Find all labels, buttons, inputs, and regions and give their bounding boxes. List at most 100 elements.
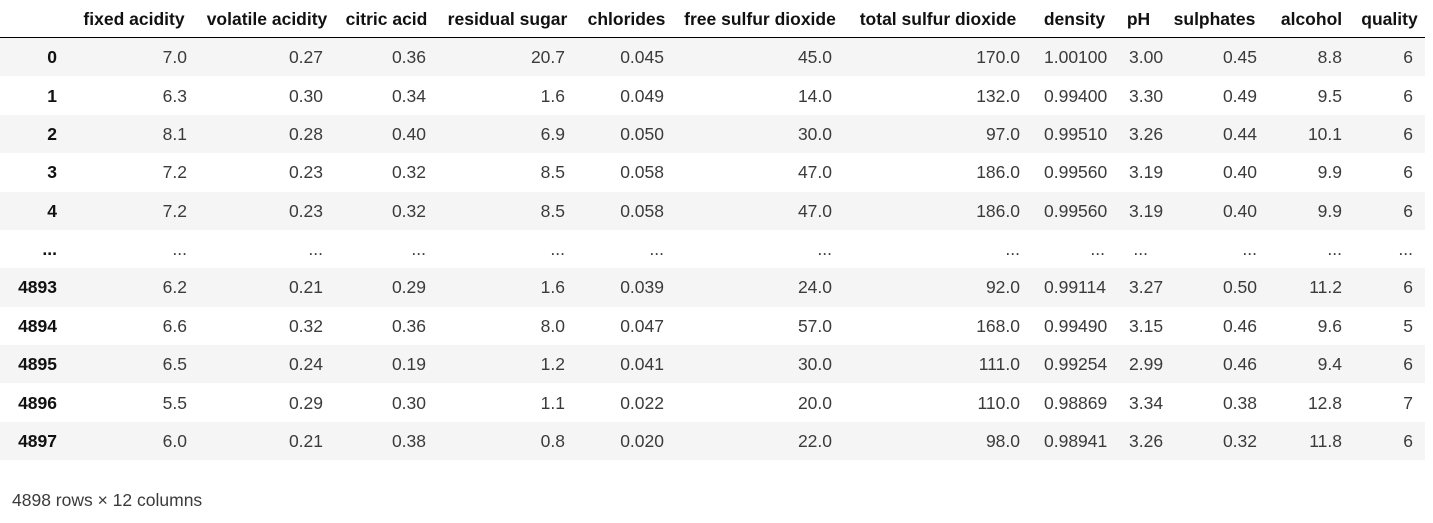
table-cell: 6.0 <box>162 430 187 451</box>
table-cell: 8.8 <box>1317 47 1342 68</box>
table-cell: 170.0 <box>976 47 1020 68</box>
dataframe-table: fixed acidity volatile acidity citric acid… <box>0 0 1425 461</box>
table-cell: 1.6 <box>540 277 565 298</box>
table-cell: 186.0 <box>976 162 1020 183</box>
table-cell: 0.049 <box>620 85 664 106</box>
table-row: 4 7.2 0.23 0.32 8.5 0.058 47.0 186.0 0.99560 3.19… <box>0 191 1425 230</box>
table-cell: 3.00 <box>1129 47 1164 68</box>
table-cell: 0.30 <box>288 85 323 106</box>
table-cell: ... <box>308 239 323 260</box>
table-cell: 0.46 <box>1222 315 1257 336</box>
table-cell: 0.38 <box>391 430 426 451</box>
table-cell: ... <box>1242 239 1257 260</box>
column-header: residual sugar <box>438 0 577 38</box>
column-header: volatile acidity <box>199 0 335 38</box>
table-cell: 6 <box>1403 277 1413 298</box>
column-header: alcohol <box>1269 0 1354 38</box>
table-cell: ... <box>1005 239 1020 260</box>
table-cell: 8.5 <box>540 200 565 221</box>
table-cell: 0.49 <box>1222 85 1257 106</box>
table-cell: 22.0 <box>797 430 832 451</box>
table-cell: 97.0 <box>985 123 1020 144</box>
table-cell: 0.039 <box>620 277 664 298</box>
table-cell: 9.6 <box>1317 315 1342 336</box>
column-header: pH <box>1117 0 1160 38</box>
table-cell: 7.0 <box>162 47 187 68</box>
table-cell: ... <box>1327 239 1342 260</box>
table-cell: 45.0 <box>797 47 832 68</box>
table-cell: 0.27 <box>288 47 323 68</box>
table-cell: 0.23 <box>288 200 323 221</box>
table-cell: ... <box>411 239 426 260</box>
table-cell: 0.44 <box>1222 123 1257 144</box>
table-cell: 3.30 <box>1129 85 1164 106</box>
table-cell: 0.46 <box>1222 354 1257 375</box>
table-cell: 0.98941 <box>1044 430 1108 451</box>
table-cell: 0.045 <box>620 47 664 68</box>
table-cell: 12.8 <box>1307 392 1342 413</box>
table-cell: 0.047 <box>620 315 664 336</box>
table-cell: ... <box>550 239 565 260</box>
table-cell: 0.99490 <box>1044 315 1108 336</box>
table-cell: 47.0 <box>797 200 832 221</box>
table-cell: 47.0 <box>797 162 832 183</box>
table-cell: 0.21 <box>288 430 323 451</box>
table-row: 4896 5.5 0.29 0.30 1.1 0.022 20.0 110.0 0.98869 3… <box>0 383 1425 421</box>
table-cell: 2.99 <box>1129 354 1164 375</box>
dataframe-output: fixed acidity volatile acidity citric acid… <box>0 0 1425 511</box>
table-cell: 5.5 <box>162 392 187 413</box>
table-cell: 8.1 <box>162 123 187 144</box>
column-header: fixed acidity <box>69 0 199 38</box>
dataframe-body: 0 7.0 0.27 0.36 20.7 0.045 45.0 170.0 1.00100 3.0… <box>0 37 1425 461</box>
table-cell: 98.0 <box>985 430 1020 451</box>
table-cell: 0.30 <box>391 392 426 413</box>
table-cell: 0.99254 <box>1044 354 1108 375</box>
row-index: 4 <box>47 200 57 221</box>
table-cell: 7 <box>1403 392 1413 413</box>
table-cell: 110.0 <box>977 392 1021 413</box>
table-cell: 0.058 <box>620 162 664 183</box>
table-cell: 8.5 <box>540 162 565 183</box>
table-row: 4893 6.2 0.21 0.29 1.6 0.039 24.0 92.0 0.99114 3.… <box>0 268 1425 307</box>
table-cell: 24.0 <box>797 277 832 298</box>
table-cell: 0.29 <box>391 277 426 298</box>
table-cell: 111.0 <box>978 354 1020 375</box>
table-cell: 0.34 <box>391 85 426 106</box>
table-cell: 3.26 <box>1129 430 1164 451</box>
table-cell: 0.99400 <box>1044 85 1108 106</box>
table-row: 0 7.0 0.27 0.36 20.7 0.045 45.0 170.0 1.00100 3.0… <box>0 37 1425 77</box>
table-cell: ... <box>1398 239 1413 260</box>
table-cell: 0.32 <box>1222 430 1257 451</box>
table-cell: 0.99560 <box>1044 200 1108 221</box>
table-cell: 0.19 <box>391 354 426 375</box>
column-header: citric acid <box>335 0 438 38</box>
row-index: ... <box>42 239 57 260</box>
table-cell: 0.36 <box>391 47 426 68</box>
row-index: 4896 <box>18 392 57 413</box>
table-cell: 0.45 <box>1222 47 1257 68</box>
column-header: chlorides <box>577 0 676 38</box>
table-cell: 0.8 <box>540 430 565 451</box>
table-cell: 6 <box>1403 430 1413 451</box>
column-header: quality <box>1354 0 1425 38</box>
table-cell: 6 <box>1403 200 1413 221</box>
table-cell: 7.2 <box>162 162 187 183</box>
table-cell: 0.40 <box>1222 162 1257 183</box>
table-cell: 11.2 <box>1309 277 1342 298</box>
table-cell: 9.4 <box>1317 354 1342 375</box>
table-cell: 3.19 <box>1129 162 1164 183</box>
table-cell: 6.5 <box>162 354 187 375</box>
table-cell: 6 <box>1403 47 1413 68</box>
table-cell: 20.7 <box>530 47 565 68</box>
row-index: 4895 <box>18 354 57 375</box>
table-cell: 0.40 <box>1222 200 1257 221</box>
table-cell: 0.058 <box>620 200 664 221</box>
table-cell: 0.98869 <box>1044 392 1108 413</box>
row-index: 0 <box>47 47 57 68</box>
shape-summary: 4898 rows × 12 columns <box>12 490 203 511</box>
table-cell: 9.9 <box>1317 200 1342 221</box>
table-cell: 0.28 <box>288 123 323 144</box>
table-cell: 0.38 <box>1222 392 1257 413</box>
table-cell: 6 <box>1403 354 1413 375</box>
table-cell: 0.24 <box>288 354 323 375</box>
